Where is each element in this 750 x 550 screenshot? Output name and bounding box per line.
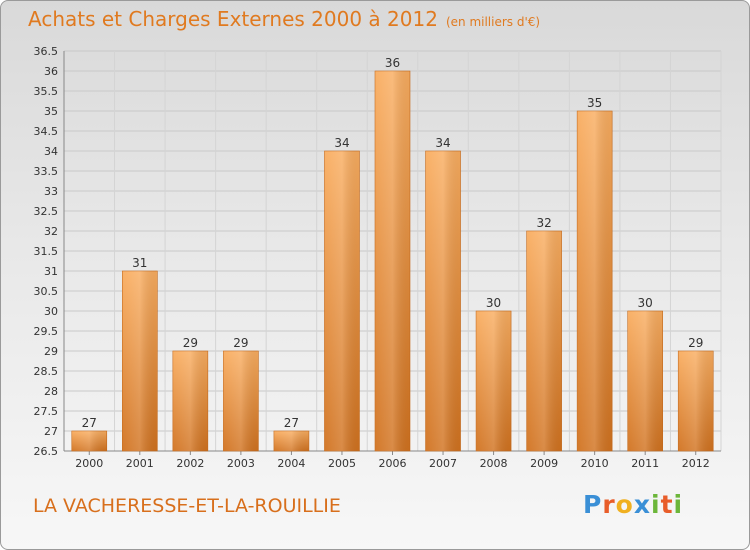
y-tick-label: 36.5 [34,45,59,58]
x-tick-label: 2004 [277,457,305,470]
bars [71,70,714,452]
bar-shine [627,311,663,451]
y-tick-label: 29 [44,345,58,358]
x-tick-label: 2012 [682,457,710,470]
data-label: 29 [183,336,198,350]
data-label: 34 [334,136,349,150]
data-label: 29 [233,336,248,350]
data-label: 34 [435,136,450,150]
y-tick-label: 28 [44,385,58,398]
bar-shine [273,431,309,451]
y-tick-label: 27 [44,425,58,438]
bar-shine [172,351,208,451]
y-tick-label: 26.5 [34,445,59,458]
y-tick-label: 31 [44,265,58,278]
y-tick-label: 27.5 [34,405,59,418]
y-tick-label: 35 [44,105,58,118]
labels: 26.5 27 27.5 28 28.5 29 29.5 30 30.5 31 31.5 32 32.5… [34,45,710,470]
x-tick-label: 2011 [631,457,659,470]
x-tick-label: 2008 [480,457,508,470]
proxiti-logo: Proxiti [583,490,684,519]
y-tick-label: 36 [44,65,58,78]
data-label: 32 [536,216,551,230]
place-name: LA VACHERESSE-ET-LA-ROUILLIE [33,495,341,517]
bar-shine [324,151,360,451]
bar-shine [678,351,714,451]
y-tick-label: 32.5 [34,205,59,218]
bar-shine [122,271,158,451]
y-tick-label: 30 [44,305,58,318]
data-label: 29 [688,336,703,350]
bar-shine [526,231,562,451]
x-tick-label: 2009 [530,457,558,470]
x-tick-label: 2007 [429,457,457,470]
data-label: 30 [638,296,653,310]
y-tick-label: 33.5 [34,165,59,178]
data-label: 31 [132,256,147,270]
x-tick-label: 2006 [379,457,407,470]
y-tick-label: 32 [44,225,58,238]
bar-shine [223,351,259,451]
x-tick-label: 2001 [126,457,154,470]
bar-shine [476,311,512,451]
data-label: 35 [587,96,602,110]
chart-subtitle: (en milliers d'€) [445,15,541,29]
chart-title-block: Achats et Charges Externes 2000 à 2012 (e… [28,7,540,31]
y-tick-label: 29.5 [34,325,59,338]
x-tick-label: 2010 [581,457,609,470]
data-label: 30 [486,296,501,310]
y-tick-label: 30.5 [34,285,59,298]
bar-shine [71,431,107,451]
data-label: 27 [82,416,97,430]
x-tick-label: 2000 [75,457,103,470]
data-label: 36 [385,56,400,70]
y-tick-label: 34.5 [34,125,59,138]
y-tick-label: 35.5 [34,85,59,98]
y-tick-label: 31.5 [34,245,59,258]
x-tick-label: 2003 [227,457,255,470]
bar-shine [577,111,613,451]
x-tick-label: 2002 [176,457,204,470]
y-tick-label: 28.5 [34,365,59,378]
data-label: 27 [284,416,299,430]
x-tick-label: 2005 [328,457,356,470]
bar-shine [425,151,461,451]
chart-title: Achats et Charges Externes 2000 à 2012 [28,7,438,31]
bar-shine [375,71,410,451]
y-tick-label: 33 [44,185,58,198]
y-tick-label: 34 [44,145,58,158]
